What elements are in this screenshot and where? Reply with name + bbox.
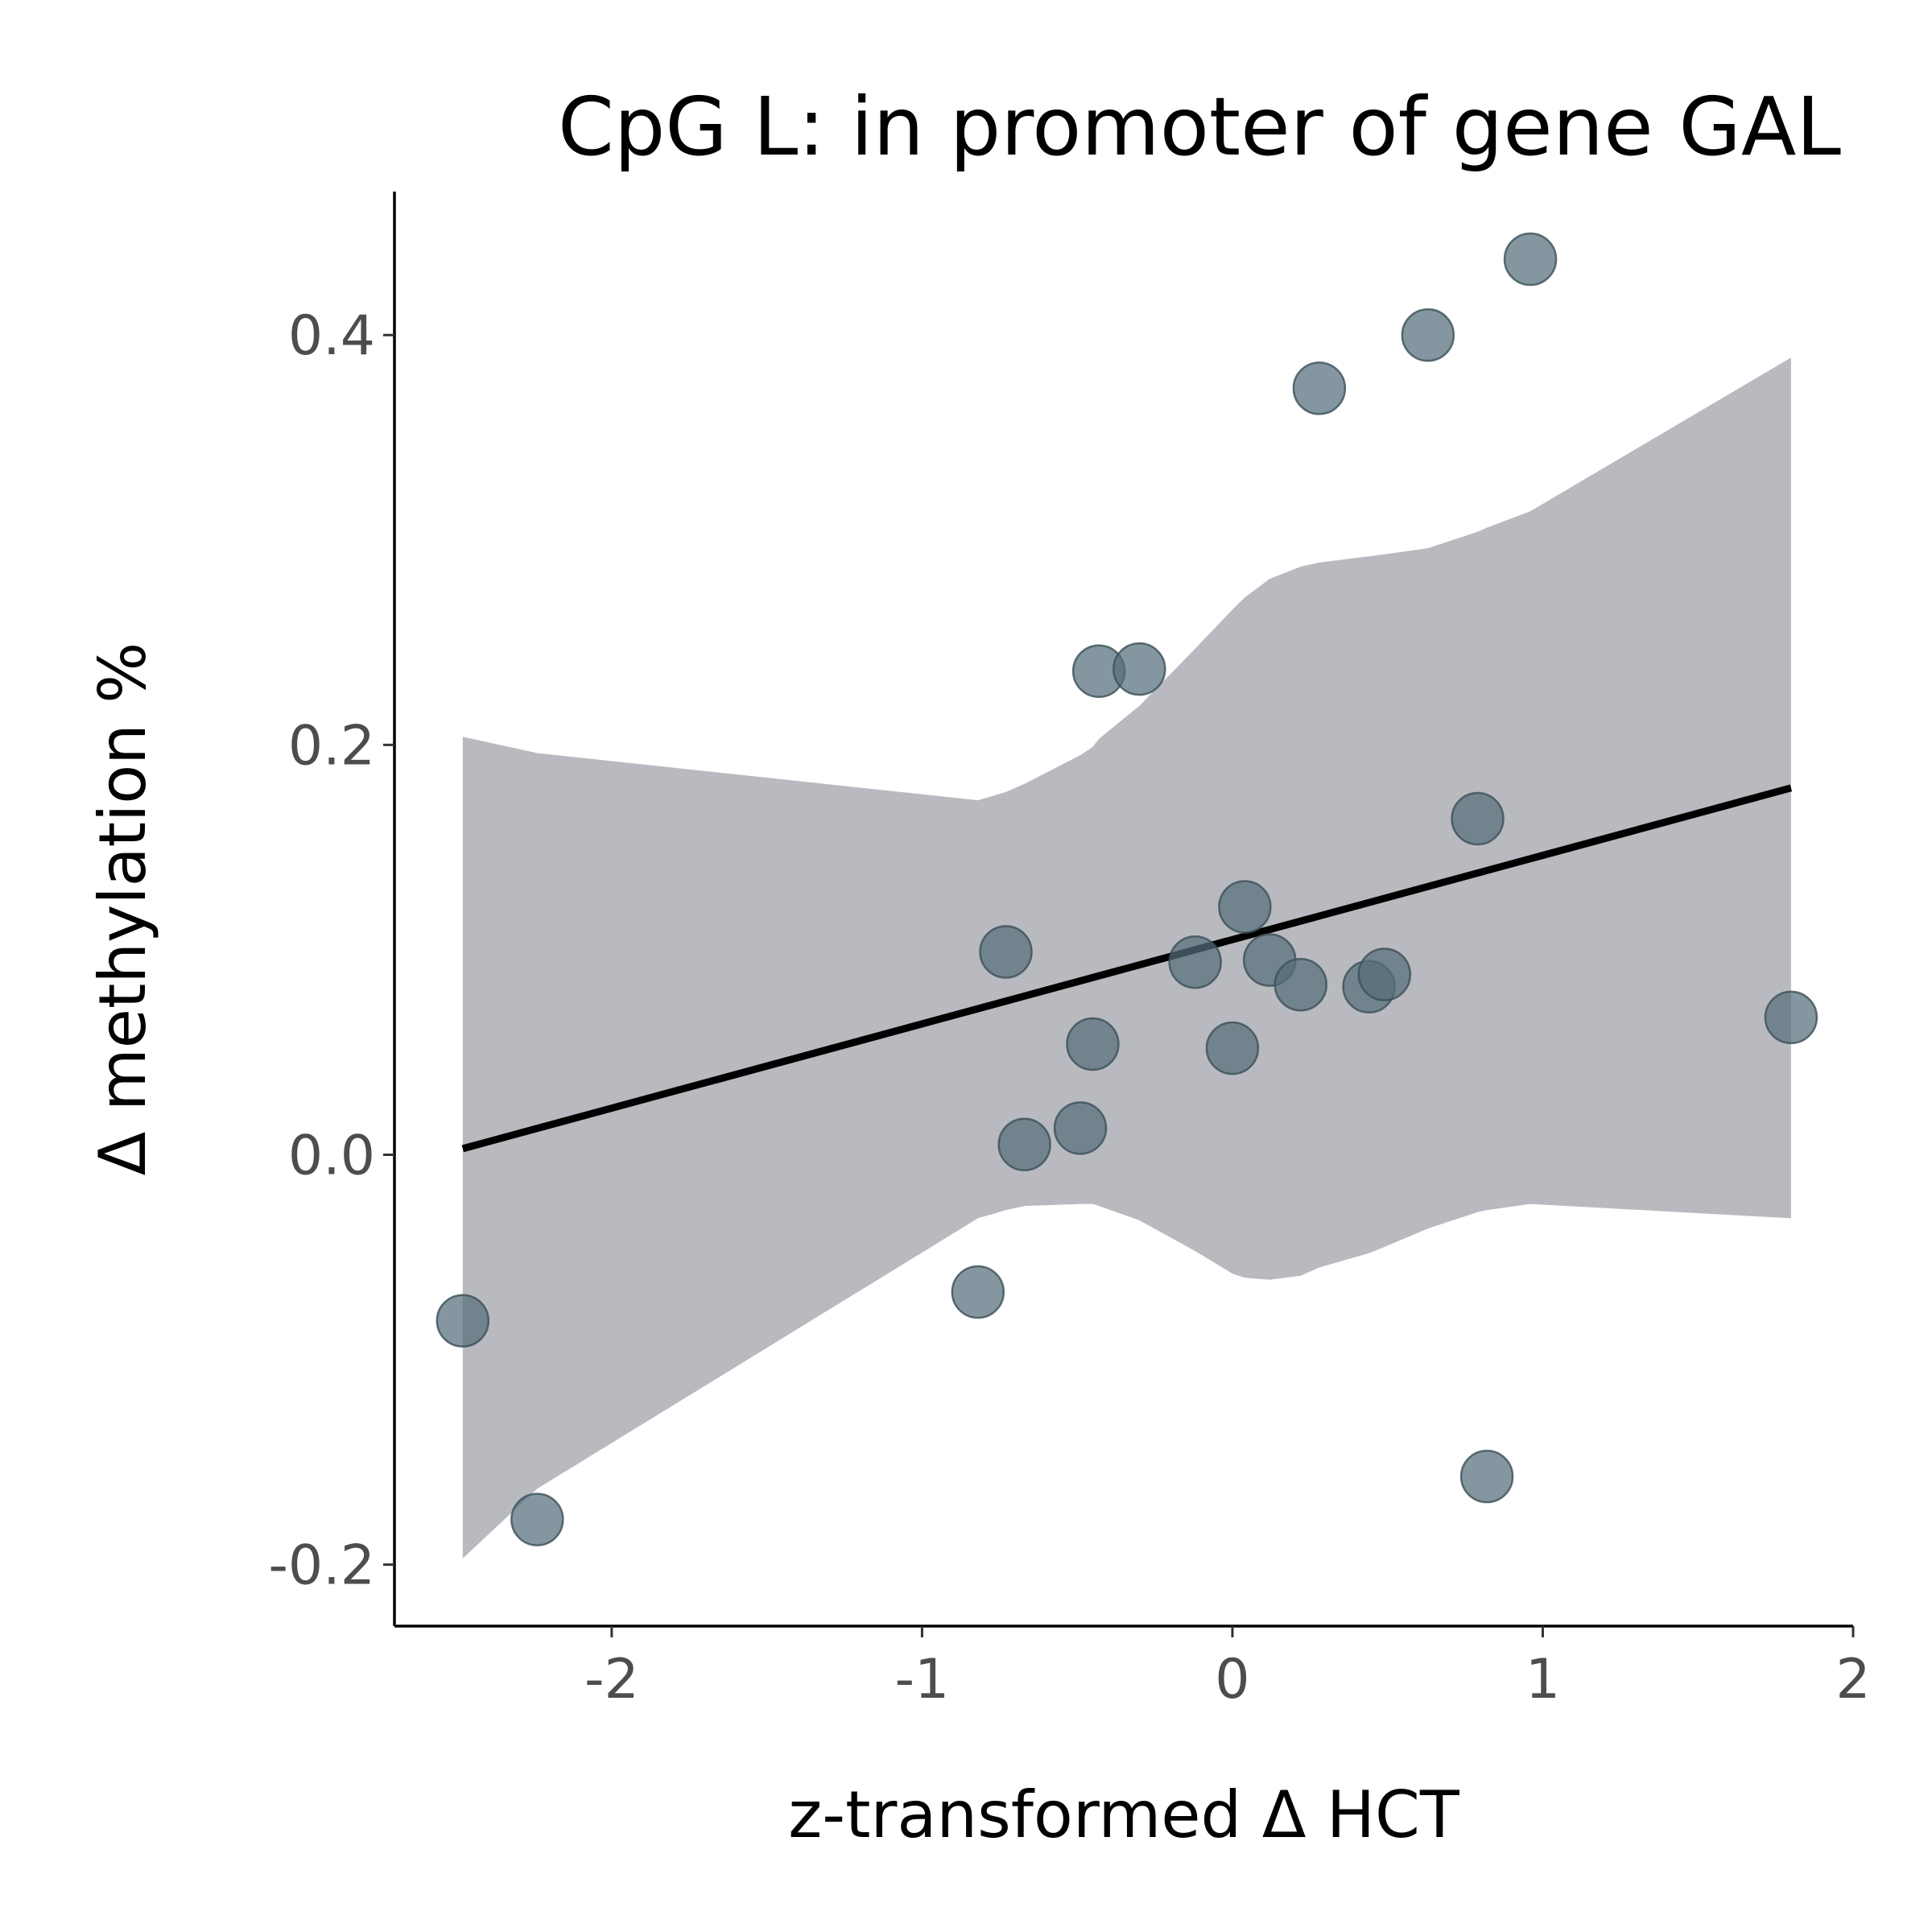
data-point-1 [436,1294,490,1348]
data-point-7 [1066,1017,1120,1071]
x-tick-label: 0 [1215,1648,1249,1711]
data-point-2 [510,1492,564,1546]
data-point-9 [1113,642,1166,696]
y-axis-ticks: -0.2 0.0 0.2 0.4 [268,304,394,1598]
data-point-14 [1274,957,1328,1012]
data-point-4 [979,925,1033,979]
x-tick-label: -1 [894,1648,949,1711]
y-axis-label: Δ methylation % [85,642,160,1176]
chart-title: CpG L: in promoter of gene GAL [558,80,1841,174]
plot-area [436,232,1818,1559]
x-tick-label: 1 [1525,1648,1560,1711]
x-axis-ticks: -2 -1 0 1 2 [584,1626,1871,1711]
data-point-12 [1218,880,1272,934]
data-point-3 [951,1265,1005,1319]
x-tick-label: 2 [1835,1648,1870,1711]
y-tick-label: -0.2 [268,1534,375,1598]
data-point-21 [1503,232,1558,287]
y-tick-label: 0.0 [288,1124,375,1187]
data-point-17 [1357,947,1412,1001]
data-point-18 [1401,308,1455,362]
data-point-20 [1459,1449,1514,1504]
data-point-5 [997,1117,1051,1172]
data-point-19 [1451,791,1505,846]
data-point-11 [1205,1021,1260,1075]
regression-line [461,784,1793,1153]
data-point-10 [1168,935,1222,989]
data-point-15 [1292,361,1347,415]
confidence-band [462,357,1791,1559]
data-point-22 [1764,990,1818,1045]
x-tick-label: -2 [584,1648,639,1711]
x-axis-label: z-transformed Δ HCT [788,1777,1460,1852]
y-tick-label: 0.2 [288,714,375,778]
data-point-6 [1053,1101,1108,1155]
y-tick-label: 0.4 [288,304,375,368]
